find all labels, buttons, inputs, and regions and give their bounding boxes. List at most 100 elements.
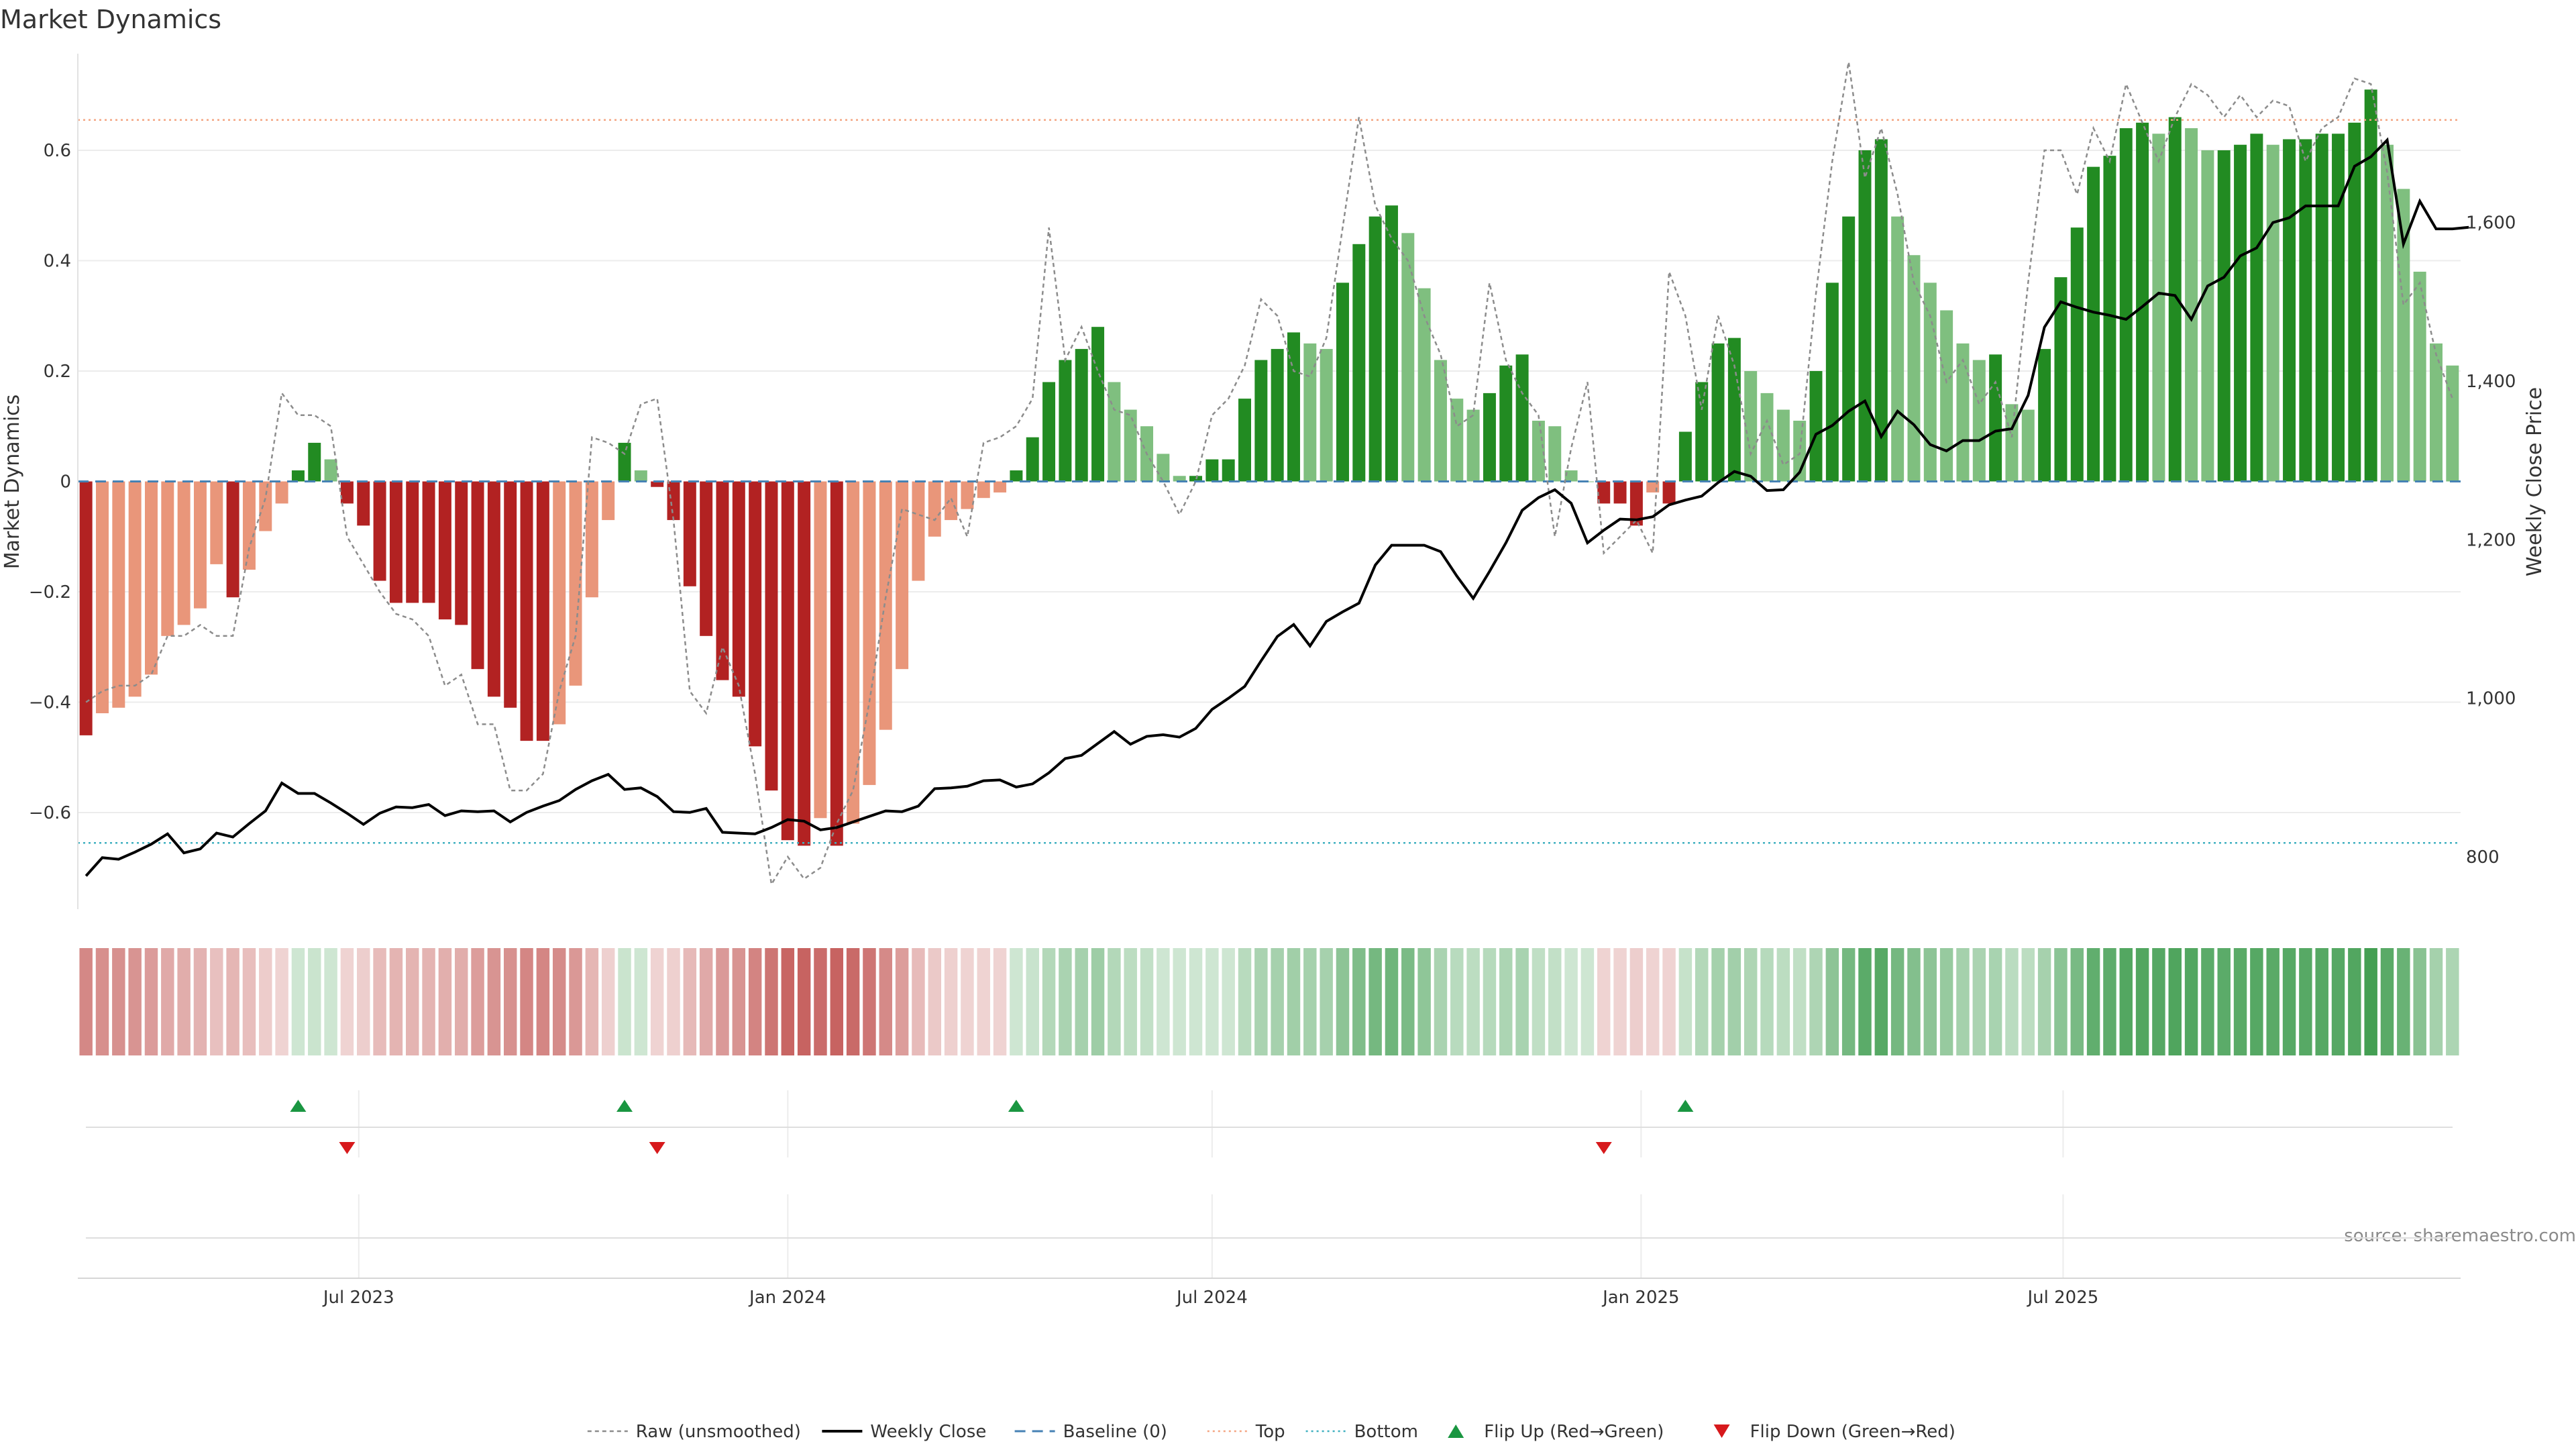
heat-cell <box>1368 948 1382 1055</box>
heat-cell <box>634 948 648 1055</box>
heat-cell <box>2201 948 2214 1055</box>
bar <box>340 481 354 504</box>
heat-cell <box>830 948 844 1055</box>
bar <box>1923 282 1937 482</box>
heat-cell <box>2233 948 2247 1055</box>
heat-cell <box>1320 948 1333 1055</box>
heat-cell <box>406 948 419 1055</box>
heat-cell <box>1809 948 1823 1055</box>
heat-cell <box>2413 948 2426 1055</box>
heat-cell <box>1988 948 2002 1055</box>
flip-up-marker <box>290 1100 307 1112</box>
bar <box>487 481 500 697</box>
bar <box>161 481 174 636</box>
heat-cell <box>1792 948 1807 1055</box>
bar <box>634 470 647 482</box>
bar <box>667 481 680 521</box>
bar <box>1989 354 2002 482</box>
bar <box>1091 327 1105 482</box>
heat-strip <box>79 948 2459 1055</box>
heat-cell <box>275 948 288 1055</box>
bar <box>1417 288 1431 482</box>
heat-cell <box>2380 948 2394 1055</box>
bar <box>1956 343 1970 482</box>
heat-cell <box>2070 948 2084 1055</box>
bar <box>749 481 762 747</box>
bar <box>2315 134 2328 482</box>
heat-cell <box>1287 948 1301 1055</box>
legend-label: Flip Down (Green→Red) <box>1750 1422 1955 1442</box>
heat-cell <box>2184 948 2198 1055</box>
flip-markers-panel <box>86 1100 2453 1239</box>
bar <box>1629 481 1643 526</box>
heat-cell <box>1222 948 1235 1055</box>
bar <box>2070 227 2084 482</box>
heat-cell <box>1157 948 1170 1055</box>
bar <box>2201 150 2214 482</box>
bar <box>1744 370 1758 482</box>
heat-cell <box>2021 948 2035 1055</box>
heat-cell <box>1727 948 1741 1055</box>
bar <box>1695 382 1709 482</box>
bar <box>2413 271 2426 482</box>
bar <box>683 481 696 586</box>
x-tick-label: Jul 2023 <box>322 1288 394 1308</box>
legend-swatch-flip-up <box>1448 1424 1464 1438</box>
bar <box>651 481 664 487</box>
flip-down-marker <box>339 1142 356 1154</box>
y2-tick-label: 1,600 <box>2466 213 2516 234</box>
bar <box>2217 150 2231 482</box>
x-tick-label: Jan 2024 <box>748 1288 826 1308</box>
bar <box>1613 481 1627 504</box>
heat-cell <box>2135 948 2149 1055</box>
axes-layer: −0.6 −0.4 −0.2 0 0.2 0.4 0.6 800 1,000 1,200 1,400… <box>29 54 2516 1308</box>
bar <box>2430 343 2443 482</box>
bar <box>2266 144 2279 482</box>
flip-up-marker <box>1677 1100 1694 1112</box>
heat-cell <box>487 948 501 1055</box>
x-tick-label: Jan 2025 <box>1601 1288 1680 1308</box>
heat-cell <box>1890 948 1904 1055</box>
bar <box>1809 370 1823 482</box>
y-tick-label: 0 <box>60 472 71 492</box>
bar <box>2185 128 2198 482</box>
heat-cell <box>2331 948 2345 1055</box>
heat-cell <box>1075 948 1088 1055</box>
heat-cell <box>2266 948 2279 1055</box>
bar <box>2038 349 2051 482</box>
bar <box>2364 89 2377 482</box>
heat-cell <box>1597 948 1611 1055</box>
heat-cell <box>944 948 958 1055</box>
heat-cell <box>389 948 403 1055</box>
heat-cell <box>161 948 174 1055</box>
bar <box>2119 128 2133 482</box>
bar <box>2168 117 2182 482</box>
heat-cell <box>601 948 615 1055</box>
bar <box>1907 255 1921 482</box>
legend-label: Flip Up (Red→Green) <box>1484 1422 1664 1442</box>
heat-cell <box>2348 948 2361 1055</box>
heat-cell <box>1662 948 1676 1055</box>
heat-cell <box>1124 948 1137 1055</box>
heat-cell <box>1515 948 1529 1055</box>
y2-tick-label: 1,200 <box>2466 530 2516 550</box>
flip-down-marker <box>1595 1142 1612 1154</box>
heat-cell <box>1352 948 1366 1055</box>
heat-cell <box>1629 948 1644 1055</box>
y-axis-label: Market Dynamics <box>1 395 24 570</box>
bar <box>242 481 256 570</box>
heat-cell <box>1841 948 1856 1055</box>
bar <box>977 481 990 499</box>
bar <box>2103 156 2116 482</box>
heat-cell <box>814 948 827 1055</box>
heat-cell <box>226 948 239 1055</box>
heat-cell <box>340 948 354 1055</box>
heat-cell <box>1010 948 1023 1055</box>
heat-cell <box>1303 948 1317 1055</box>
heat-cell <box>650 948 664 1055</box>
bar <box>1760 393 1774 482</box>
bar <box>2087 166 2100 482</box>
heat-cell <box>1026 948 1039 1055</box>
bar <box>520 481 533 741</box>
